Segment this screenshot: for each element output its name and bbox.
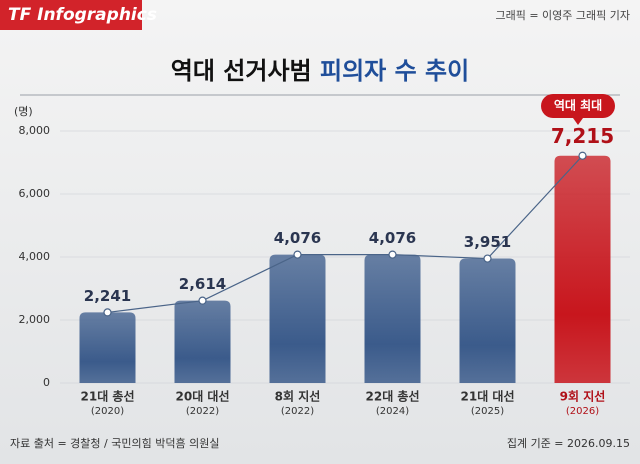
title-plain: 역대 선거사범 bbox=[171, 57, 312, 85]
annotation-pointer bbox=[573, 118, 583, 125]
x-tick-year: (2025) bbox=[471, 406, 504, 417]
x-tick-year: (2020) bbox=[91, 406, 124, 417]
x-tick-label: 20대 대선 bbox=[176, 389, 230, 404]
title-highlight: 피의자 수 추이 bbox=[320, 57, 469, 85]
value-label: 4,076 bbox=[274, 229, 321, 247]
bar bbox=[459, 258, 516, 383]
bar bbox=[269, 254, 326, 383]
x-tick-year: (2026) bbox=[566, 406, 599, 417]
value-label: 3,951 bbox=[464, 233, 511, 251]
x-tick-label: 9회 지선 bbox=[560, 389, 606, 404]
x-tick-label: 22대 총선 bbox=[366, 389, 420, 404]
x-tick-year: (2022) bbox=[281, 406, 314, 417]
trend-line bbox=[107, 155, 583, 314]
value-label: 2,241 bbox=[84, 287, 131, 305]
date-note: 집계 기준 = 2026.09.15 bbox=[507, 437, 630, 450]
bar bbox=[174, 300, 231, 383]
brand-box bbox=[0, 0, 142, 30]
bar bbox=[79, 312, 136, 383]
x-tick-label: 21대 총선 bbox=[81, 389, 135, 404]
trend-point bbox=[483, 254, 492, 263]
credit: 그래픽 = 이영주 그래픽 기자 bbox=[495, 9, 630, 22]
annotation-badge bbox=[541, 94, 615, 118]
trend-point bbox=[198, 296, 207, 305]
value-label: 2,614 bbox=[179, 275, 226, 293]
trend-point bbox=[388, 250, 397, 259]
x-tick-label: 21대 대선 bbox=[461, 389, 515, 404]
bar bbox=[364, 254, 421, 383]
y-tick-label: 6,000 bbox=[19, 187, 51, 200]
trend-point bbox=[293, 250, 302, 259]
chart-title: 역대 선거사범 피의자 수 추이 bbox=[171, 57, 469, 85]
y-tick-label: 8,000 bbox=[19, 124, 51, 137]
trend-point bbox=[578, 151, 587, 160]
y-tick-label: 2,000 bbox=[19, 313, 51, 326]
value-label: 4,076 bbox=[369, 229, 416, 247]
x-tick-label: 8회 지선 bbox=[275, 389, 321, 404]
trend-point bbox=[103, 308, 112, 317]
x-tick-year: (2024) bbox=[376, 406, 409, 417]
y-tick-label: 0 bbox=[43, 376, 50, 389]
y-unit: (명) bbox=[14, 105, 33, 118]
y-tick-label: 4,000 bbox=[19, 250, 51, 263]
x-tick-year: (2022) bbox=[186, 406, 219, 417]
bar bbox=[554, 155, 611, 383]
brand: TF Infographics bbox=[8, 5, 157, 25]
source: 자료 출처 = 경찰청 / 국민의힘 박덕흠 의원실 bbox=[10, 436, 219, 450]
value-label: 7,215 bbox=[551, 124, 614, 148]
annotation: 역대 최대 bbox=[554, 98, 602, 113]
